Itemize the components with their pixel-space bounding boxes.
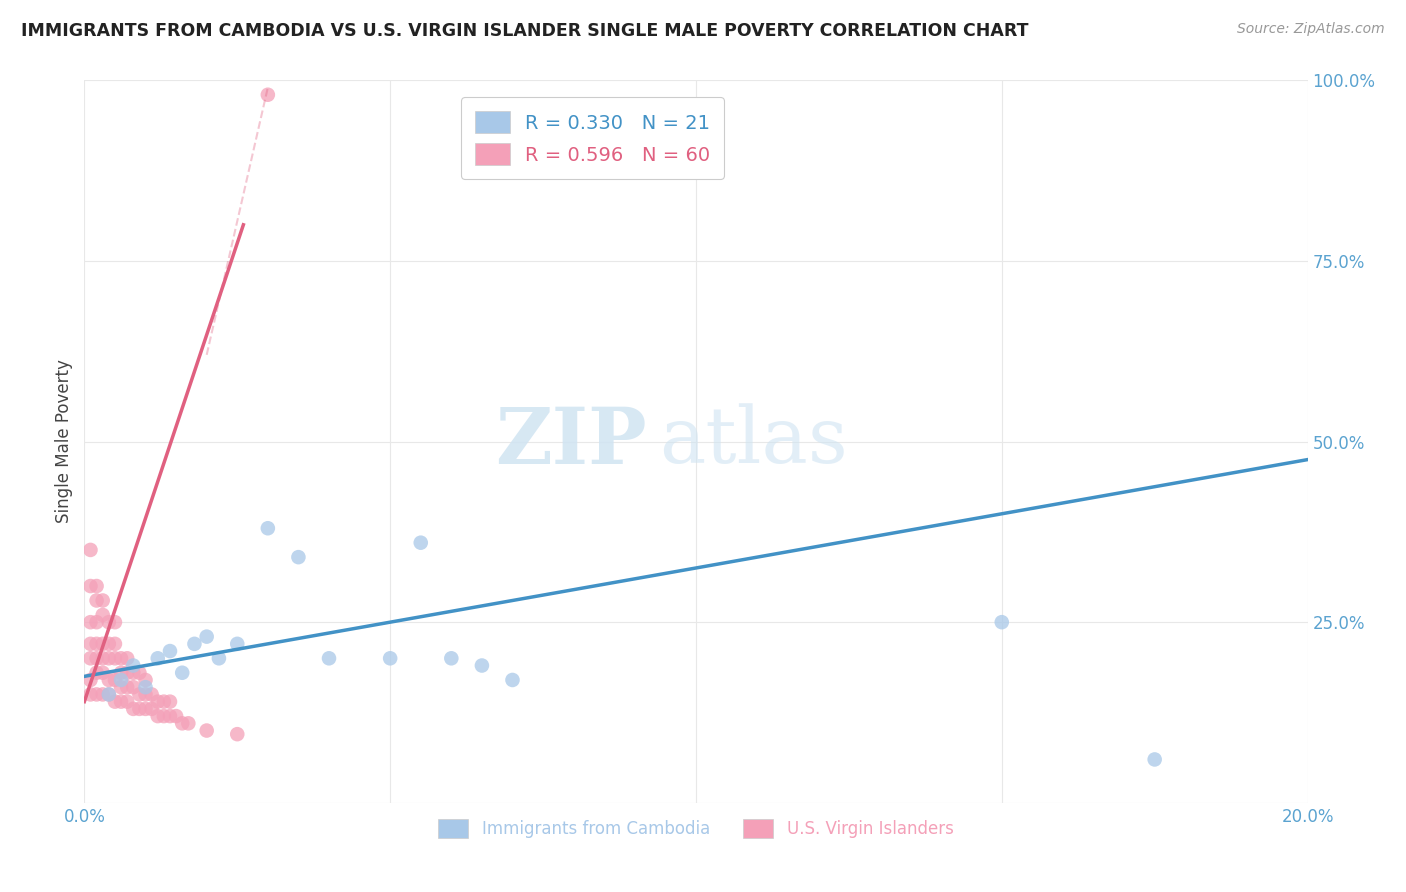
- Point: [122, 680, 145, 694]
- Point: [128, 702, 150, 716]
- Point: [502, 673, 524, 687]
- Point: [135, 673, 157, 687]
- Point: [104, 673, 127, 687]
- Point: [172, 716, 194, 731]
- Point: [97, 615, 120, 630]
- Point: [471, 658, 494, 673]
- Point: [91, 687, 114, 701]
- Point: [122, 665, 145, 680]
- Point: [79, 615, 101, 630]
- Point: [122, 702, 145, 716]
- Point: [91, 607, 114, 622]
- Point: [79, 637, 101, 651]
- Point: [97, 673, 120, 687]
- Point: [79, 542, 101, 557]
- Point: [165, 709, 187, 723]
- Point: [104, 651, 127, 665]
- Point: [110, 651, 132, 665]
- Point: [97, 687, 120, 701]
- Point: [91, 637, 114, 651]
- Point: [409, 535, 432, 549]
- Text: IMMIGRANTS FROM CAMBODIA VS U.S. VIRGIN ISLANDER SINGLE MALE POVERTY CORRELATION: IMMIGRANTS FROM CAMBODIA VS U.S. VIRGIN …: [21, 22, 1029, 40]
- Point: [79, 579, 101, 593]
- Point: [79, 651, 101, 665]
- Text: Source: ZipAtlas.com: Source: ZipAtlas.com: [1237, 22, 1385, 37]
- Point: [110, 673, 132, 687]
- Point: [153, 709, 176, 723]
- Point: [135, 687, 157, 701]
- Point: [226, 637, 249, 651]
- Point: [195, 723, 218, 738]
- Point: [226, 727, 249, 741]
- Point: [159, 644, 181, 658]
- Point: [86, 651, 108, 665]
- Point: [110, 695, 132, 709]
- Y-axis label: Single Male Poverty: Single Male Poverty: [55, 359, 73, 524]
- Point: [208, 651, 231, 665]
- Point: [115, 651, 138, 665]
- Point: [79, 687, 101, 701]
- Point: [110, 665, 132, 680]
- Point: [991, 615, 1014, 630]
- Point: [195, 630, 218, 644]
- Point: [141, 687, 163, 701]
- Point: [159, 695, 181, 709]
- Point: [86, 579, 108, 593]
- Point: [91, 651, 114, 665]
- Point: [257, 87, 280, 102]
- Point: [86, 687, 108, 701]
- Point: [115, 665, 138, 680]
- Point: [91, 665, 114, 680]
- Point: [440, 651, 463, 665]
- Text: atlas: atlas: [659, 404, 848, 479]
- Point: [86, 615, 108, 630]
- Point: [97, 637, 120, 651]
- Point: [128, 665, 150, 680]
- Point: [91, 593, 114, 607]
- Point: [146, 709, 169, 723]
- Point: [146, 695, 169, 709]
- Point: [135, 680, 157, 694]
- Point: [86, 665, 108, 680]
- Point: [318, 651, 340, 665]
- Point: [159, 709, 181, 723]
- Point: [110, 680, 132, 694]
- Point: [146, 651, 169, 665]
- Legend: Immigrants from Cambodia, U.S. Virgin Islanders: Immigrants from Cambodia, U.S. Virgin Is…: [432, 813, 960, 845]
- Point: [86, 637, 108, 651]
- Point: [104, 615, 127, 630]
- Point: [153, 695, 176, 709]
- Text: ZIP: ZIP: [495, 403, 647, 480]
- Point: [115, 680, 138, 694]
- Point: [104, 637, 127, 651]
- Point: [104, 695, 127, 709]
- Point: [1143, 752, 1166, 766]
- Point: [97, 651, 120, 665]
- Point: [172, 665, 194, 680]
- Point: [177, 716, 200, 731]
- Point: [97, 687, 120, 701]
- Point: [141, 702, 163, 716]
- Point: [183, 637, 205, 651]
- Point: [135, 702, 157, 716]
- Point: [380, 651, 402, 665]
- Point: [115, 695, 138, 709]
- Point: [86, 593, 108, 607]
- Point: [257, 521, 280, 535]
- Point: [79, 673, 101, 687]
- Point: [128, 687, 150, 701]
- Point: [122, 658, 145, 673]
- Point: [287, 550, 309, 565]
